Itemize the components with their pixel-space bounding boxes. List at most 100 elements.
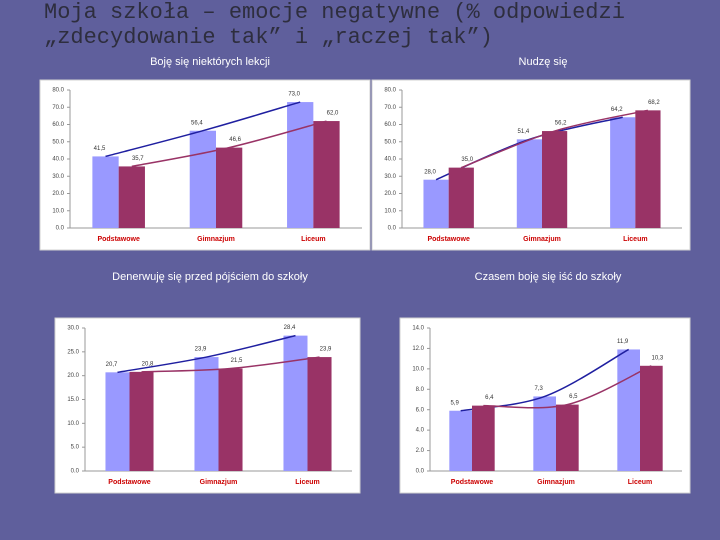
- value-label: 28,4: [284, 325, 296, 331]
- bar: [533, 396, 556, 471]
- x-tick-label: Podstawowe: [97, 236, 140, 243]
- bar: [516, 139, 542, 228]
- chart-title: Denerwuję się przed pójściem do szkoły: [112, 271, 308, 283]
- bar: [313, 121, 340, 228]
- value-label: 35,0: [461, 157, 473, 163]
- value-label: 56,2: [555, 121, 567, 127]
- y-tick-label: 5.0: [71, 445, 80, 451]
- bar: [556, 404, 579, 471]
- y-tick-label: 70.0: [52, 105, 64, 111]
- y-tick-label: 10.0: [412, 366, 424, 372]
- trend-line: [105, 101, 301, 158]
- y-tick-label: 40.0: [52, 157, 64, 163]
- value-label: 6,5: [569, 394, 578, 400]
- y-tick-label: 10.0: [67, 421, 79, 427]
- y-tick-label: 14.0: [412, 326, 424, 332]
- bar: [610, 117, 636, 228]
- value-label: 23,9: [195, 347, 207, 353]
- value-label: 41,5: [94, 146, 106, 152]
- value-label: 10,3: [651, 355, 663, 361]
- y-tick-label: 20.0: [52, 191, 64, 197]
- x-tick-label: Liceum: [301, 236, 326, 243]
- y-tick-label: 30.0: [67, 326, 79, 332]
- chart-title: Boję się niektórych lekcji: [150, 56, 270, 68]
- trend-line: [483, 365, 652, 409]
- y-tick-label: 0.0: [71, 469, 80, 475]
- value-label: 20,7: [106, 362, 118, 368]
- y-tick-label: 0.0: [416, 469, 425, 475]
- trend-line: [131, 120, 327, 168]
- bar: [423, 179, 449, 228]
- chart-title: Nudzę się: [519, 56, 568, 68]
- y-tick-label: 30.0: [52, 174, 64, 180]
- value-label: 20,8: [142, 361, 154, 367]
- value-label: 64,2: [611, 107, 623, 113]
- bar: [307, 357, 332, 471]
- x-tick-label: Liceum: [623, 236, 648, 243]
- y-tick-label: 0.0: [56, 226, 65, 232]
- value-label: 5,9: [450, 400, 459, 406]
- bar: [287, 102, 314, 228]
- y-tick-label: 0.0: [388, 226, 397, 232]
- y-tick-label: 10.0: [384, 208, 396, 214]
- x-tick-label: Gimnazjum: [197, 236, 235, 243]
- bar: [635, 110, 661, 228]
- value-label: 46,6: [229, 137, 241, 143]
- value-label: 11,9: [617, 339, 629, 345]
- value-label: 6,4: [485, 395, 494, 401]
- trend-line: [117, 334, 296, 374]
- x-tick-label: Gimnazjum: [200, 479, 238, 486]
- bar: [640, 365, 663, 471]
- bar: [283, 335, 308, 471]
- x-tick-label: Podstawowe: [108, 479, 151, 486]
- bar: [118, 166, 145, 228]
- bar: [189, 130, 216, 228]
- bar: [218, 368, 243, 471]
- x-tick-label: Liceum: [295, 479, 320, 486]
- bar: [194, 357, 219, 471]
- y-tick-label: 50.0: [52, 139, 64, 145]
- bar: [216, 147, 243, 228]
- y-tick-label: 15.0: [67, 397, 79, 403]
- y-tick-label: 8.0: [416, 387, 425, 393]
- value-label: 62,0: [327, 111, 339, 117]
- y-tick-label: 50.0: [384, 139, 396, 145]
- bar: [448, 167, 474, 228]
- value-label: 7,3: [534, 386, 543, 392]
- y-tick-label: 20.0: [384, 191, 396, 197]
- trend-line: [460, 109, 649, 169]
- value-label: 28,0: [424, 169, 436, 175]
- chart-title: Czasem boję się iść do szkoły: [475, 271, 622, 283]
- x-tick-label: Gimnazjum: [523, 236, 561, 243]
- y-tick-label: 25.0: [67, 349, 79, 355]
- y-tick-label: 80.0: [384, 88, 396, 94]
- value-label: 56,4: [191, 120, 203, 126]
- y-tick-label: 12.0: [412, 346, 424, 352]
- y-tick-label: 40.0: [384, 157, 396, 163]
- x-tick-label: Podstawowe: [451, 479, 494, 486]
- bar: [449, 410, 472, 471]
- y-tick-label: 30.0: [384, 174, 396, 180]
- value-label: 35,7: [132, 156, 144, 162]
- bar: [542, 131, 568, 228]
- value-label: 73,0: [288, 92, 300, 98]
- y-tick-label: 2.0: [416, 448, 425, 454]
- y-tick-label: 4.0: [416, 428, 425, 434]
- y-tick-label: 20.0: [67, 373, 79, 379]
- value-label: 51,4: [518, 129, 530, 135]
- x-tick-label: Podstawowe: [427, 236, 470, 243]
- bar: [617, 349, 640, 471]
- value-label: 68,2: [648, 100, 660, 106]
- value-label: 23,9: [320, 347, 332, 353]
- slide-title: Moja szkoła – emocje negatywne (% odpowi…: [44, 0, 625, 50]
- y-tick-label: 60.0: [52, 122, 64, 128]
- y-tick-label: 6.0: [416, 407, 425, 413]
- x-tick-label: Gimnazjum: [537, 479, 575, 486]
- bar: [92, 156, 119, 228]
- y-tick-label: 70.0: [384, 105, 396, 111]
- bar: [105, 372, 130, 471]
- y-tick-label: 10.0: [52, 208, 64, 214]
- x-tick-label: Liceum: [628, 479, 653, 486]
